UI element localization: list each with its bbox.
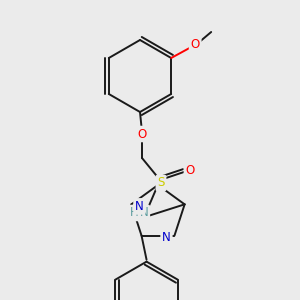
Text: O: O [185, 164, 195, 178]
Text: N: N [135, 200, 144, 213]
Text: O: O [190, 38, 200, 50]
Text: N: N [162, 231, 171, 244]
Text: S: S [157, 176, 165, 190]
Text: H: H [130, 206, 138, 220]
Text: N: N [140, 206, 148, 220]
Text: O: O [137, 128, 147, 140]
